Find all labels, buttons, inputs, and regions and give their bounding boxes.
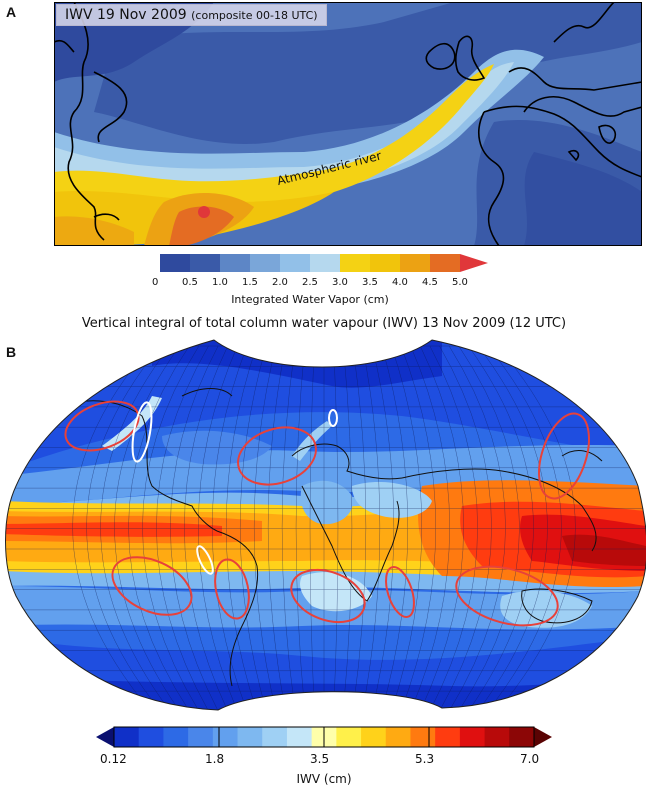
colorbar-swatch [188, 727, 214, 747]
colorbar-tick-label: 3.5 [362, 277, 378, 288]
colorbar-tick-label: 1.8 [205, 752, 225, 766]
colorbar-swatch [262, 727, 288, 747]
colorbar-swatch [370, 254, 400, 272]
panel-b-title: Vertical integral of total column water … [81, 316, 567, 331]
panel-b-colorbar [96, 726, 552, 748]
colorbar-tick-label: 0.5 [182, 277, 198, 288]
colorbar-swatch [212, 727, 239, 747]
colorbar-tick-label: 7.0 [520, 752, 540, 766]
colorbar-tick-label: 2.5 [302, 277, 318, 288]
colorbar-extend-arrow-right [534, 727, 552, 747]
colorbar-swatch [400, 254, 430, 272]
colorbar-tick-label: 5.0 [452, 277, 468, 288]
colorbar-tick-label: 0.12 [100, 752, 127, 766]
colorbar-swatch [435, 727, 461, 747]
colorbar-swatch [459, 727, 486, 747]
colorbar-swatch [190, 254, 220, 272]
panel-b-map [2, 336, 648, 720]
colorbar-tick-label: 5.3 [415, 752, 435, 766]
panel-a-colorbar-swatches [160, 254, 488, 272]
colorbar-swatch [280, 254, 310, 272]
colorbar-tick-label: 4.5 [422, 277, 438, 288]
panel-b-letter: B [6, 344, 17, 360]
colorbar-swatch [237, 727, 263, 747]
colorbar-tick-label: 4.0 [392, 277, 408, 288]
panel-b-colorbar-swatches [96, 726, 552, 748]
colorbar-swatch [484, 727, 510, 747]
colorbar-swatch [361, 727, 387, 747]
colorbar-swatch [340, 254, 370, 272]
colorbar-extend-arrow [460, 254, 488, 272]
colorbar-tick-label: 0 [152, 277, 159, 288]
colorbar-tick-label: 3.5 [310, 752, 330, 766]
panel-a-colorbar-ticks: 0 0.5 1.0 1.5 2.0 2.5 3.0 3.5 4.0 4.5 5.0 [150, 277, 480, 291]
colorbar-tick-label: 1.5 [242, 277, 258, 288]
colorbar-swatch [430, 254, 460, 272]
colorbar-swatch [114, 727, 140, 747]
panel-a-colorbar-label: Integrated Water Vapor (cm) [231, 293, 389, 306]
colorbar-swatch [138, 727, 164, 747]
colorbar-swatch [163, 727, 189, 747]
colorbar-swatch [336, 727, 362, 747]
colorbar-extend-arrow-left [96, 727, 114, 747]
panel-b-colorbar-ticks: 0.12 1.8 3.5 5.3 7.0 [96, 752, 552, 768]
panel-a-map: IWV 19 Nov 2009 (composite 00-18 UTC) At… [54, 2, 642, 246]
colorbar-swatch [250, 254, 280, 272]
colorbar-swatch [410, 727, 436, 747]
colorbar-tick-label: 1.0 [212, 277, 228, 288]
panel-a-letter: A [6, 4, 17, 20]
colorbar-swatch [160, 254, 190, 272]
colorbar-tick-label: 3.0 [332, 277, 348, 288]
panel-b-colorbar-label: IWV (cm) [296, 772, 352, 786]
colorbar-swatch [310, 254, 340, 272]
colorbar-tick-label: 2.0 [272, 277, 288, 288]
panel-a-map-image [54, 2, 642, 246]
panel-a-title: IWV 19 Nov 2009 (composite 00-18 UTC) [56, 4, 327, 26]
colorbar-swatch [385, 727, 411, 747]
panel-a-title-main: IWV 19 Nov 2009 [65, 7, 187, 23]
colorbar-swatch [509, 727, 535, 747]
panel-a-colorbar [160, 253, 490, 273]
panel-b-map-image [5, 339, 648, 711]
colorbar-swatch [286, 727, 313, 747]
colorbar-swatch [220, 254, 250, 272]
panel-a-title-sub: (composite 00-18 UTC) [191, 9, 318, 22]
